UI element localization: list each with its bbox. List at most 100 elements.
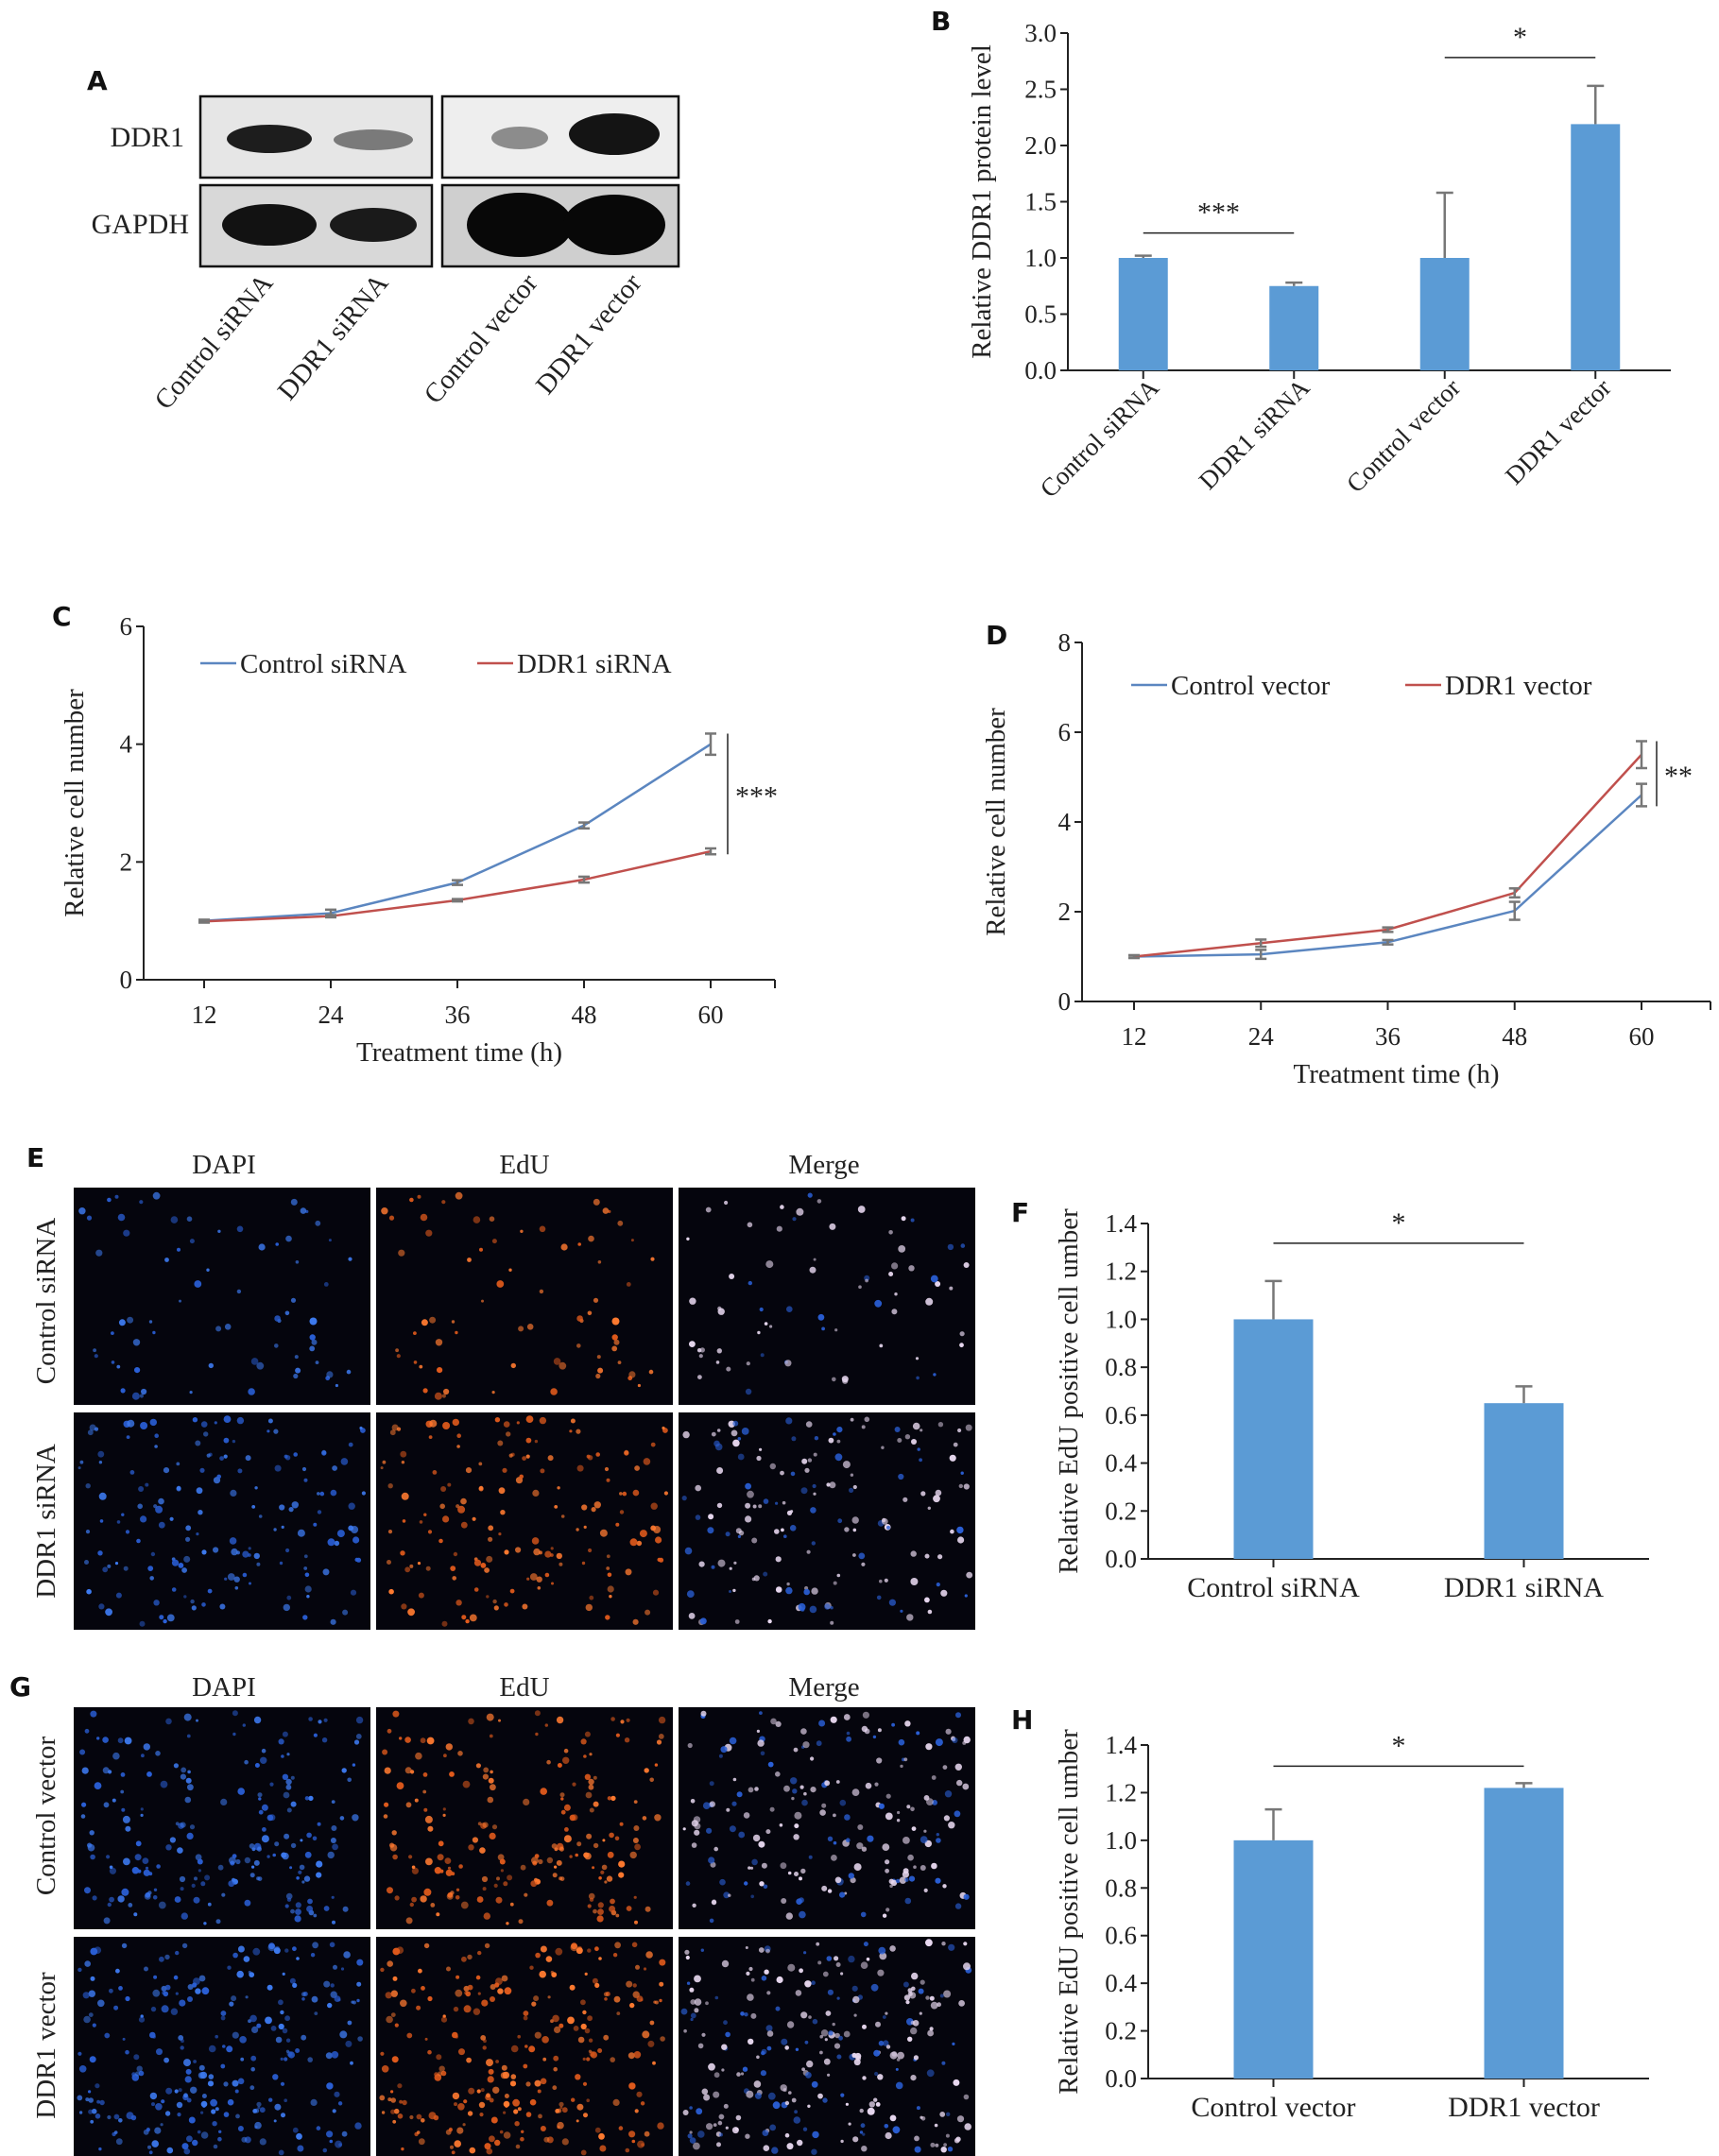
cell-spot [237,1788,245,1795]
cell-spot [627,2052,635,2060]
blot-box-2-ddr1 [440,94,680,180]
cell-spot [88,2097,94,2103]
cell-spot [583,2113,588,2118]
cell-spot [763,1498,769,1504]
cell-spot [580,2023,587,2030]
cell-spot [882,1843,890,1851]
cell-spot [588,1548,593,1553]
cell-spot [534,2079,541,2087]
cell-spot [865,1278,868,1283]
cell-spot [158,1901,166,1909]
cell-spot [793,1747,799,1753]
cell-spot [724,1200,729,1206]
cell-spot [555,2109,560,2113]
cell-spot [802,2127,808,2131]
cell-spot [286,1753,290,1756]
cell-spot [963,1262,970,1268]
cell-spot [842,1461,851,1469]
cell-spot [183,2059,191,2067]
cell-spot [88,2090,92,2094]
cell-spot [808,1855,813,1859]
cell-spot [479,1847,486,1854]
cell-spot [97,1999,105,2008]
cell-spot [460,1901,469,1909]
cell-spot [962,1783,970,1790]
cell-spot [652,2061,656,2065]
cell-spot [909,1992,917,1999]
cell-spot [455,1330,458,1335]
cell-spot [226,2045,233,2053]
cell-spot [901,1216,906,1222]
cell-spot [626,1906,632,1911]
cell-spot [380,2051,385,2056]
cell-spot [503,2111,507,2114]
cell-spot [729,1737,737,1745]
y-tick-label: 1.0 [1105,1305,1137,1333]
cell-spot [633,1800,638,1804]
cell-spot [846,1736,851,1742]
cell-spot [242,1572,248,1578]
cell-spot [472,1516,476,1521]
cell-spot [260,1756,267,1765]
cell-spot [387,1530,393,1534]
x-tick-label: 24 [1248,1022,1275,1051]
cell-spot [745,1502,751,1509]
micrograph-background [679,1412,975,1630]
cell-spot [203,1431,209,1437]
cell-spot [236,1416,245,1425]
cell-spot [804,2040,809,2045]
micrograph-column-label: DAPI [192,1150,256,1180]
significance-label: *** [1197,197,1240,229]
cell-spot [499,2130,504,2134]
cell-spot [154,2127,162,2134]
cell-spot [632,1838,639,1843]
cell-spot [601,1864,608,1871]
cell-spot [96,1737,100,1740]
cell-spot [421,1986,425,1991]
cell-spot [850,1473,854,1477]
blot-band [334,129,413,150]
cell-spot [942,1884,947,1889]
cell-spot [706,1827,713,1834]
cell-spot [754,1787,759,1791]
cell-spot [649,1777,654,1783]
cell-spot [963,2094,970,2100]
cell-spot [518,1919,524,1925]
cell-spot [630,1239,634,1242]
cell-spot [906,1805,911,1809]
cell-spot [686,1237,690,1241]
cell-spot [587,2015,593,2022]
cell-spot [245,1995,249,1999]
cell-spot [283,1603,290,1612]
cell-spot [742,2066,748,2072]
cell-spot [506,1431,511,1437]
cell-spot [316,1872,322,1878]
cell-spot [92,2023,96,2028]
cell-spot [313,1522,318,1527]
cell-spot [457,1751,463,1756]
cell-spot [897,2051,904,2060]
cell-spot [266,1855,270,1858]
cell-spot [121,1807,126,1812]
cell-spot [480,2088,485,2093]
cell-spot [920,1979,925,1985]
cell-spot [423,1513,427,1516]
cell-spot [911,1972,919,1980]
cell-spot [137,1503,143,1510]
cell-spot [560,1797,564,1801]
cell-spot [926,2069,935,2078]
cell-spot [314,2011,318,2016]
cell-spot [904,1877,909,1882]
cell-spot [443,1388,450,1395]
micrograph-column-label: DAPI [192,1672,256,1703]
cell-spot [181,1567,188,1573]
cell-spot [140,1422,148,1429]
cell-spot [787,1871,792,1875]
cell-spot [389,1843,398,1852]
micrograph-column-label: EdU [499,1150,549,1180]
micrograph-tile [679,1707,975,1929]
cell-spot [274,2103,282,2111]
cell-spot [298,1870,302,1874]
cell-spot [158,1521,165,1529]
cell-spot [698,1561,705,1567]
